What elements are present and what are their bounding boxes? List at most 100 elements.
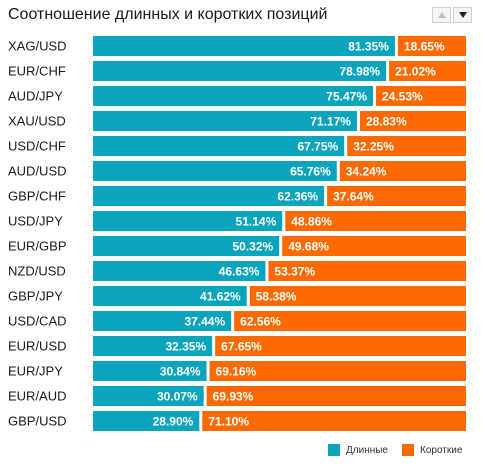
legend-label-short: Короткие <box>420 444 463 456</box>
sort-down-button[interactable] <box>453 7 472 23</box>
bar-short <box>282 236 466 256</box>
category-label: AUD/JPY <box>8 89 63 104</box>
category-label: EUR/USD <box>8 339 67 354</box>
data-label-long: 46.63% <box>219 265 260 279</box>
bar-long <box>93 261 266 281</box>
bar-row: EUR/AUD 30.07% 69.93% <box>8 386 466 406</box>
data-label-short: 48.86% <box>291 215 332 229</box>
bar-row: AUD/JPY 75.47% 24.53% <box>8 86 466 106</box>
legend-swatch-long <box>328 444 340 456</box>
data-label-short: 34.24% <box>346 165 387 179</box>
category-label: GBP/USD <box>8 414 67 429</box>
bar-row: EUR/CHF 78.98% 21.02% <box>8 61 466 81</box>
bar-short <box>249 286 466 306</box>
bar-long <box>93 111 357 131</box>
legend-item-short: Короткие <box>402 444 462 456</box>
category-label: USD/CAD <box>8 314 67 329</box>
data-label-long: 75.47% <box>326 90 367 104</box>
bar-row: USD/CAD 37.44% 62.56% <box>8 311 466 331</box>
category-label: USD/CHF <box>8 139 66 154</box>
category-label: USD/JPY <box>8 214 63 229</box>
data-label-short: 37.64% <box>333 190 374 204</box>
data-label-long: 65.76% <box>290 165 331 179</box>
data-label-long: 51.14% <box>236 215 277 229</box>
data-label-short: 71.10% <box>208 415 249 429</box>
data-label-short: 24.53% <box>382 90 423 104</box>
data-label-long: 67.75% <box>298 140 339 154</box>
data-label-short: 28.83% <box>366 115 407 129</box>
bar-short <box>359 111 466 131</box>
data-label-long: 81.35% <box>348 40 389 54</box>
category-label: EUR/GBP <box>8 239 67 254</box>
data-label-short: 18.65% <box>404 40 445 54</box>
triangle-up-icon <box>437 12 446 18</box>
bar-row: EUR/GBP 50.32% 49.68% <box>8 236 466 256</box>
bar-short <box>376 86 466 106</box>
data-label-long: 32.35% <box>165 340 206 354</box>
bar-short <box>268 261 466 281</box>
data-label-long: 62.36% <box>277 190 318 204</box>
bar-short <box>327 186 466 206</box>
data-label-short: 62.56% <box>240 315 281 329</box>
bar-long <box>93 86 374 106</box>
data-label-short: 21.02% <box>395 65 436 79</box>
data-label-short: 53.37% <box>274 265 315 279</box>
data-label-long: 30.07% <box>157 390 198 404</box>
bar-long <box>93 211 283 231</box>
bar-row: USD/CHF 67.75% 32.25% <box>8 136 466 156</box>
bar-row: NZD/USD 46.63% 53.37% <box>8 261 466 281</box>
data-label-long: 30.84% <box>160 365 201 379</box>
category-label: XAU/USD <box>8 114 66 129</box>
category-label: NZD/USD <box>8 264 66 279</box>
bar-long <box>93 236 280 256</box>
category-label: AUD/USD <box>8 164 67 179</box>
legend-swatch-short <box>402 444 414 456</box>
data-label-long: 37.44% <box>184 315 225 329</box>
bar-short <box>339 161 466 181</box>
bar-row: EUR/USD 32.35% 67.65% <box>8 336 466 356</box>
bar-long <box>93 411 200 431</box>
legend-item-long: Длинные <box>328 444 388 456</box>
data-label-long: 50.32% <box>232 240 273 254</box>
bar-long <box>93 136 345 156</box>
bar-short <box>397 36 466 56</box>
category-label: EUR/CHF <box>8 64 66 79</box>
sort-controls <box>432 7 472 23</box>
bar-long <box>93 161 337 181</box>
bar-long <box>93 286 247 306</box>
data-label-long: 78.98% <box>339 65 380 79</box>
legend-label-long: Длинные <box>346 444 388 456</box>
bar-long <box>93 186 325 206</box>
bar-long <box>93 311 232 331</box>
category-label: GBP/JPY <box>8 289 63 304</box>
data-label-short: 69.16% <box>216 365 257 379</box>
category-label: EUR/AUD <box>8 389 67 404</box>
bar-row: GBP/JPY 41.62% 58.38% <box>8 286 466 306</box>
category-label: GBP/CHF <box>8 189 66 204</box>
data-label-short: 32.25% <box>353 140 394 154</box>
bar-row: XAG/USD 81.35% 18.65% <box>8 36 466 56</box>
bar-short <box>206 386 466 406</box>
data-label-short: 69.93% <box>213 390 254 404</box>
chart-title: Соотношение длинных и коротких позиций <box>8 6 328 23</box>
bar-short <box>347 136 466 156</box>
data-label-long: 71.17% <box>310 115 351 129</box>
bar-short <box>234 311 466 331</box>
bar-long <box>93 36 395 56</box>
data-label-long: 28.90% <box>153 415 194 429</box>
bar-short <box>202 411 466 431</box>
sort-up-button[interactable] <box>432 7 451 23</box>
bar-row: XAU/USD 71.17% 28.83% <box>8 111 466 131</box>
bar-row: GBP/CHF 62.36% 37.64% <box>8 186 466 206</box>
bar-row: USD/JPY 51.14% 48.86% <box>8 211 466 231</box>
bar-short <box>209 361 466 381</box>
bar-long <box>93 361 207 381</box>
bar-row: AUD/USD 65.76% 34.24% <box>8 161 466 181</box>
bar-long <box>93 386 204 406</box>
data-label-long: 41.62% <box>200 290 241 304</box>
data-label-short: 58.38% <box>256 290 297 304</box>
bar-short <box>285 211 466 231</box>
bar-long <box>93 336 213 356</box>
